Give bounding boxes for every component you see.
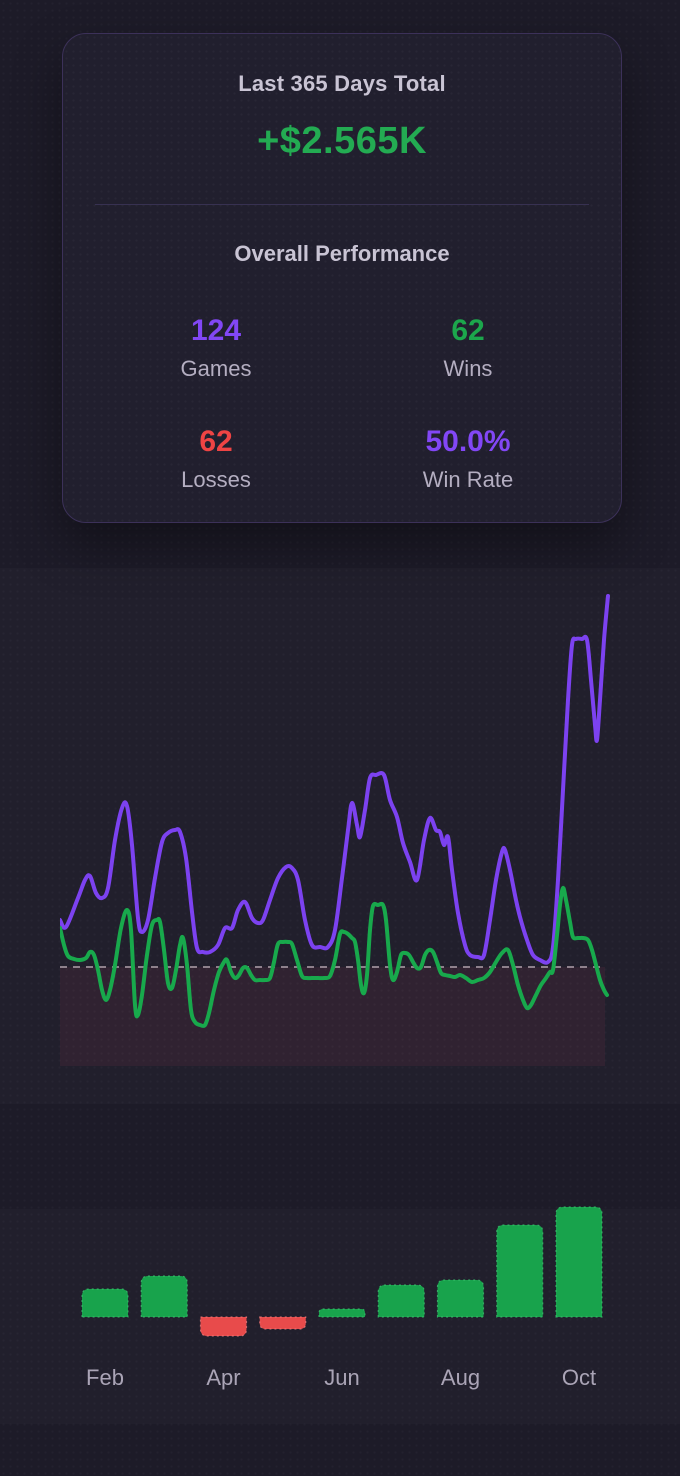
stat-games: 124 Games (90, 313, 342, 383)
bar-mar (140, 1275, 188, 1318)
stats-grid: 124 Games 62 Wins 62 Losses 50.0% Win Ra… (63, 313, 621, 494)
month-tick-label: Jun (324, 1365, 359, 1390)
bar-may (259, 1316, 307, 1330)
month-tick-label: Feb (86, 1365, 124, 1390)
bar-sep (496, 1224, 544, 1318)
monthly-profit-bar-chart: Feb Apr Jun Aug Oct (81, 1206, 603, 1390)
win-rate-value: 50.0% (425, 425, 511, 458)
card-divider (95, 204, 589, 205)
stat-losses: 62 Losses (90, 424, 342, 494)
month-tick-label: Apr (206, 1365, 240, 1390)
month-tick-label: Aug (441, 1365, 480, 1390)
stat-win-rate: 50.0% Win Rate (342, 424, 594, 494)
negative-region-shade (60, 967, 605, 1066)
summary-card: Last 365 Days Total +$2.565K Overall Per… (62, 33, 622, 523)
bar-jul (377, 1284, 425, 1318)
games-value: 124 (190, 314, 242, 347)
bar-aug (436, 1279, 485, 1318)
bar-jun (318, 1308, 366, 1318)
bar-apr (199, 1316, 248, 1337)
losses-label: Losses (181, 467, 251, 492)
summary-title: Last 365 Days Total (238, 71, 446, 96)
purple-line (60, 594, 610, 965)
wins-value: 62 (451, 314, 485, 347)
month-tick-label: Oct (562, 1365, 596, 1390)
total-profit-value: +$2.565K (257, 120, 427, 162)
green-line (60, 885, 609, 1028)
bar-feb (81, 1288, 129, 1318)
games-label: Games (180, 356, 252, 381)
bar-oct (555, 1206, 603, 1318)
win-rate-label: Win Rate (422, 467, 514, 492)
wins-label: Wins (443, 356, 493, 381)
overall-performance-title: Overall Performance (234, 241, 450, 266)
profit-line-chart (60, 594, 610, 1066)
losses-value: 62 (199, 425, 233, 458)
stat-wins: 62 Wins (342, 313, 594, 383)
